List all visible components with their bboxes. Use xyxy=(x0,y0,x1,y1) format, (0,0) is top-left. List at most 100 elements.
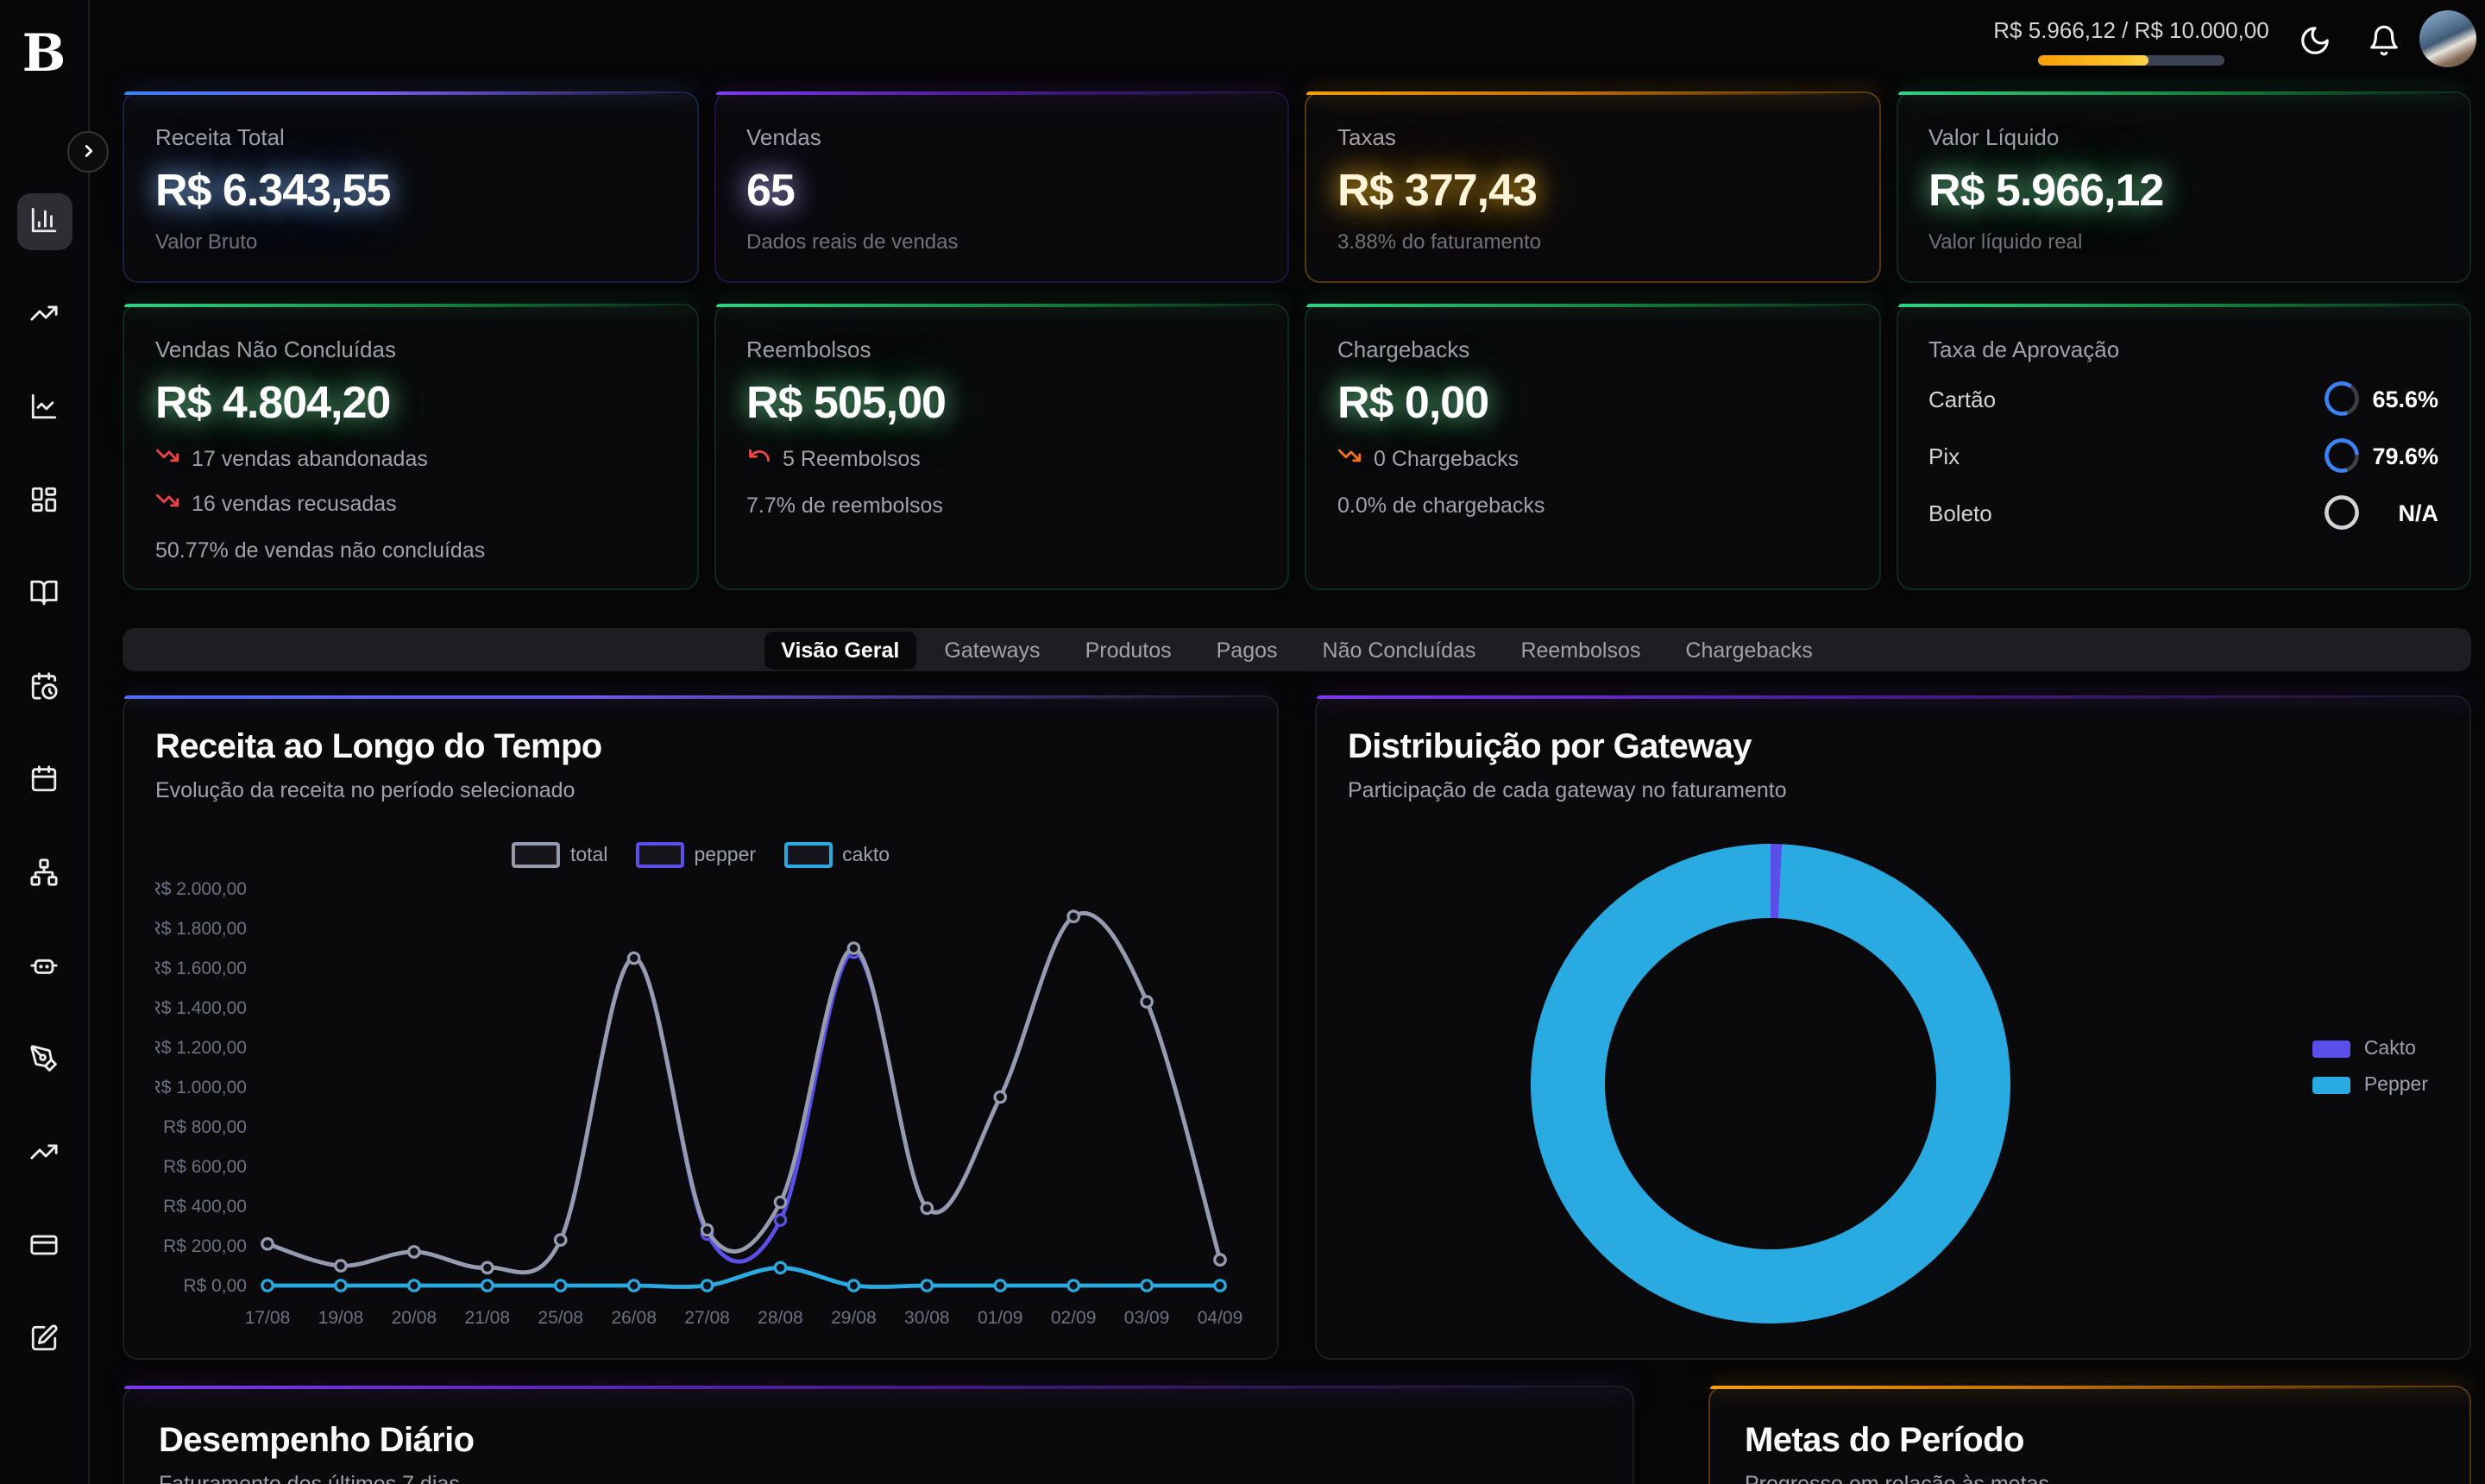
stat-card-receita-total: Receita Total R$ 6.343,55 Valor Bruto xyxy=(123,91,698,283)
hierarchy-icon xyxy=(29,857,59,891)
stat-subtitle: 3.88% do faturamento xyxy=(1337,230,1542,254)
trending-down-icon xyxy=(155,488,179,518)
tab-gateways[interactable]: Gateways xyxy=(927,631,1057,669)
svg-text:R$ 600,00: R$ 600,00 xyxy=(163,1157,247,1177)
approval-label: Cartão xyxy=(1928,386,1997,412)
stat-value: R$ 6.343,55 xyxy=(155,164,391,216)
tab-nao-concluidas[interactable]: Não Concluídas xyxy=(1305,631,1494,669)
stat-card-taxas: Taxas R$ 377,43 3.88% do faturamento xyxy=(1305,91,1880,283)
card-accent xyxy=(124,695,1277,699)
card-accent xyxy=(124,304,696,307)
stat-card-valor-liquido: Valor Líquido R$ 5.966,12 Valor líquido … xyxy=(1896,91,2471,283)
sidebar-item-compose[interactable] xyxy=(16,1311,72,1368)
stat-title: Vendas xyxy=(746,124,821,150)
card-subtitle: Progresso em relação às metas xyxy=(1745,1472,2049,1484)
sidebar-item-trends[interactable] xyxy=(16,286,72,343)
user-avatar[interactable] xyxy=(2419,10,2476,67)
card-accent xyxy=(1317,695,2469,699)
moon-icon xyxy=(2298,27,2331,62)
stat-title: Chargebacks xyxy=(1337,336,1470,362)
theme-toggle-button[interactable] xyxy=(2295,24,2333,62)
sidebar-item-schedule[interactable] xyxy=(16,659,72,716)
svg-text:26/08: 26/08 xyxy=(611,1308,657,1328)
sidebar-expand-button[interactable] xyxy=(67,131,109,173)
sidebar-item-growth[interactable] xyxy=(16,1125,72,1182)
svg-text:28/08: 28/08 xyxy=(758,1308,803,1328)
tab-reembolsos[interactable]: Reembolsos xyxy=(1503,631,1658,669)
legend-item-pepper: pepper xyxy=(635,842,756,868)
stats-row-1: Receita Total R$ 6.343,55 Valor Bruto Ve… xyxy=(123,91,2471,283)
stat-title: Taxas xyxy=(1337,124,1396,150)
sidebar-item-calendar[interactable] xyxy=(16,752,72,809)
sidebar-item-structure[interactable] xyxy=(16,846,72,902)
tab-produtos[interactable]: Produtos xyxy=(1068,631,1189,669)
gateway-donut xyxy=(1531,844,2010,1324)
stat-value: R$ 0,00 xyxy=(1337,376,1489,428)
approval-value: N/A xyxy=(2398,500,2439,525)
legend-label: cakto xyxy=(842,845,890,865)
progress-ring xyxy=(2325,495,2359,530)
svg-text:27/08: 27/08 xyxy=(684,1308,730,1328)
stat-value: R$ 377,43 xyxy=(1337,164,1538,216)
legend-swatch xyxy=(2312,1077,2350,1094)
svg-text:30/08: 30/08 xyxy=(904,1308,950,1328)
card-title: Desempenho Diário xyxy=(159,1422,475,1460)
notifications-button[interactable] xyxy=(2364,24,2402,62)
stat-card-chargebacks: Chargebacks R$ 0,00 0 Chargebacks 0.0% d… xyxy=(1305,304,1880,590)
stat-detail-text: 5 Reembolsos xyxy=(783,446,921,470)
approval-value: 65.6% xyxy=(2372,386,2438,412)
main-content: Receita Total R$ 6.343,55 Valor Bruto Ve… xyxy=(123,91,2471,1484)
stat-footer: 7.7% de reembolsos xyxy=(746,494,943,518)
undo-arrow-icon xyxy=(746,443,771,473)
approval-label: Pix xyxy=(1928,443,1960,468)
svg-text:R$ 1.400,00: R$ 1.400,00 xyxy=(155,998,247,1018)
tab-chargebacks[interactable]: Chargebacks xyxy=(1668,631,1829,669)
sidebar-item-apps[interactable] xyxy=(16,473,72,530)
stat-value: 65 xyxy=(746,164,796,216)
stat-detail-text: 16 vendas recusadas xyxy=(192,491,397,515)
revenue-over-time-card: Receita ao Longo do Tempo Evolução da re… xyxy=(123,695,1279,1360)
section-tabs: Visão Geral Gateways Produtos Pagos Não … xyxy=(123,628,2471,671)
charts-row: Receita ao Longo do Tempo Evolução da re… xyxy=(123,695,2471,1360)
stat-subtitle: Valor líquido real xyxy=(1928,230,2083,254)
bar-chart-icon xyxy=(29,204,59,239)
legend-swatch xyxy=(635,842,684,868)
goal-progress-fill xyxy=(2038,55,2149,66)
card-accent xyxy=(1897,91,2469,95)
svg-text:21/08: 21/08 xyxy=(464,1308,510,1328)
card-accent xyxy=(124,1386,1633,1389)
card-accent xyxy=(124,91,696,95)
sidebar-item-payments[interactable] xyxy=(16,1218,72,1275)
card-accent xyxy=(715,91,1287,95)
stat-detail-text: 17 vendas abandonadas xyxy=(192,446,428,470)
legend-item-cakto: Cakto xyxy=(2312,1039,2428,1060)
tab-pagos[interactable]: Pagos xyxy=(1199,631,1295,669)
stat-title: Vendas Não Concluídas xyxy=(155,336,396,362)
goal-progress-text: R$ 5.966,12 / R$ 10.000,00 xyxy=(1993,17,2269,43)
svg-text:R$ 1.200,00: R$ 1.200,00 xyxy=(155,1038,247,1058)
stat-title: Reembolsos xyxy=(746,336,871,362)
legend-swatch xyxy=(783,842,833,868)
sidebar-item-automation[interactable] xyxy=(16,939,72,996)
tab-visao-geral[interactable]: Visão Geral xyxy=(764,631,917,669)
legend-item-total: total xyxy=(511,842,607,868)
sidebar-item-design[interactable] xyxy=(16,1032,72,1089)
edit-icon xyxy=(29,1323,59,1357)
approval-row-cartao: Cartão 65.6% xyxy=(1928,378,2438,419)
credit-card-icon xyxy=(29,1229,59,1264)
svg-text:29/08: 29/08 xyxy=(831,1308,877,1328)
sidebar-item-library[interactable] xyxy=(16,566,72,623)
line-chart-legend: total pepper cakto xyxy=(511,842,890,868)
sidebar-item-analytics[interactable] xyxy=(16,380,72,437)
line-chart-icon xyxy=(29,391,59,425)
sidebar-item-dashboard[interactable] xyxy=(16,193,72,250)
stat-detail-row: 5 Reembolsos xyxy=(746,443,1256,473)
approval-row-boleto: Boleto N/A xyxy=(1928,492,2438,533)
bell-icon xyxy=(2367,25,2400,62)
svg-text:25/08: 25/08 xyxy=(538,1308,583,1328)
card-subtitle: Faturamento dos últimos 7 dias xyxy=(159,1472,460,1484)
legend-swatch xyxy=(2312,1041,2350,1058)
stat-card-vendas: Vendas 65 Dados reais de vendas xyxy=(714,91,1289,283)
svg-text:19/08: 19/08 xyxy=(318,1308,364,1328)
stat-subtitle: Valor Bruto xyxy=(155,230,258,254)
